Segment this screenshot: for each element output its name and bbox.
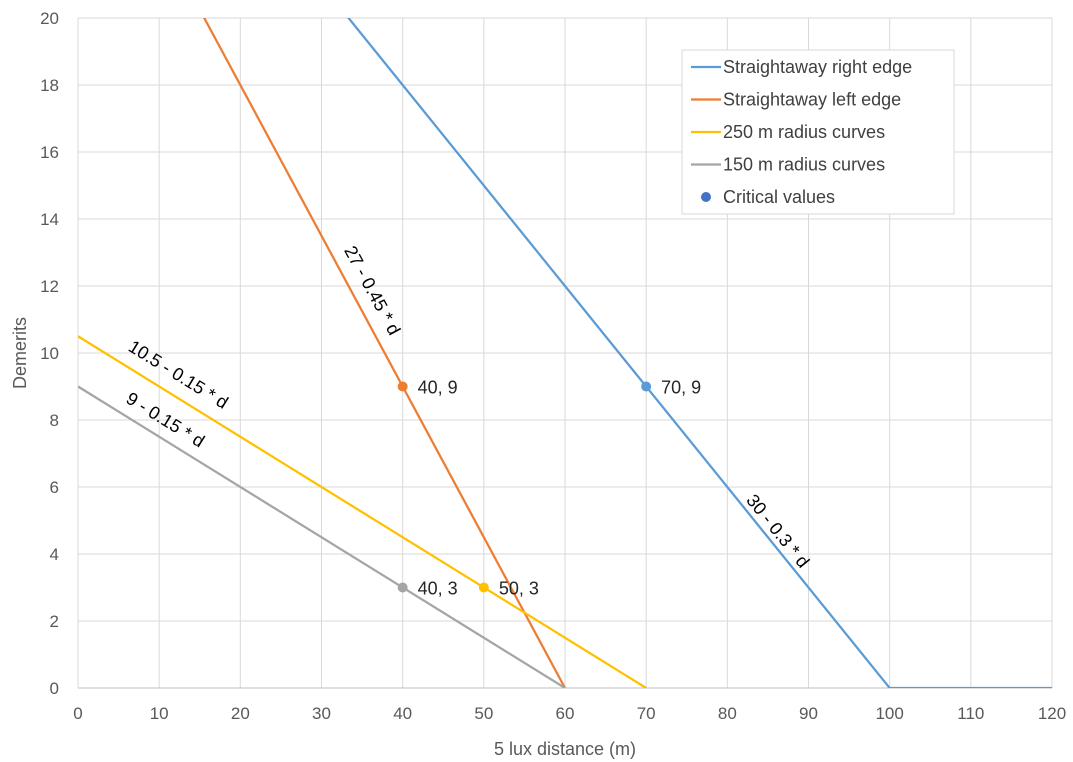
x-tick-label: 20 [231,704,250,723]
x-tick-label: 10 [150,704,169,723]
x-tick-label: 80 [718,704,737,723]
legend-entry-label: Straightaway left edge [723,90,901,110]
series-line-3 [78,335,647,688]
x-tick-label: 90 [799,704,818,723]
series-lines [78,18,1052,688]
critical-point-label: 40, 9 [418,378,458,398]
legend-box [681,49,955,215]
critical-point-label: 40, 3 [418,579,458,599]
x-tick-label: 100 [875,704,903,723]
y-tick-label: 16 [40,143,59,162]
legend-swatch [701,192,711,202]
series-line-2 [202,18,566,688]
x-axis-title: 5 lux distance (m) [494,739,636,759]
x-tick-label: 120 [1038,704,1066,723]
critical-point-marker [478,582,489,593]
y-tick-label: 2 [50,612,59,631]
legend-entry-label: 150 m radius curves [723,155,885,175]
y-axis-title: Demerits [10,317,30,389]
critical-point-marker [397,582,408,593]
y-tick-label: 8 [50,411,59,430]
legend-entry-label: Critical values [723,187,835,207]
y-tick-label: 18 [40,76,59,95]
y-tick-label: 20 [40,9,59,28]
y-tick-label: 4 [50,545,59,564]
series-line-4 [78,385,566,688]
x-tick-label: 30 [312,704,331,723]
legend-entry-label: 250 m radius curves [723,122,885,142]
x-tick-label: 60 [556,704,575,723]
critical-point-marker [641,381,652,392]
legend-entry-label: Straightaway right edge [723,57,912,77]
x-tick-label: 0 [73,704,82,723]
legend: Straightaway right edge Straightaway left… [681,49,955,215]
critical-point-marker [397,381,408,392]
equation-annotation: 30 - 0.3 * d [742,490,813,571]
y-tick-label: 10 [40,344,59,363]
critical-point-label: 70, 9 [661,378,701,398]
critical-point-label: 50, 3 [499,579,539,599]
equation-annotations: 30 - 0.3 * d27 - 0.45 * d10.5 - 0.15 * d… [123,242,814,571]
y-tick-label: 6 [50,478,59,497]
x-tick-label: 70 [637,704,656,723]
equation-label: 30 - 0.3 * d [742,490,813,571]
x-tick-label: 110 [957,704,984,723]
x-tick-label: 40 [393,704,412,723]
y-tick-label: 14 [40,210,59,229]
critical-points: 70, 9 40, 9 50, 3 40, 3 [397,378,701,599]
x-tick-label: 50 [474,704,493,723]
y-tick-label: 12 [40,277,59,296]
y-tick-label: 0 [50,679,59,698]
